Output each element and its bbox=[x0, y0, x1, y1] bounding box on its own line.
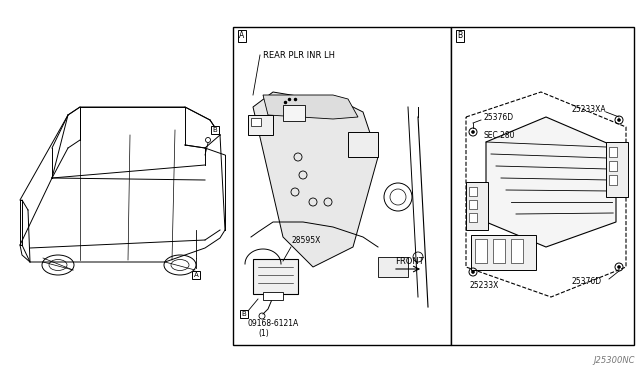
Polygon shape bbox=[253, 92, 378, 267]
Circle shape bbox=[472, 270, 474, 273]
Text: (1): (1) bbox=[258, 329, 269, 338]
Text: 25233X: 25233X bbox=[469, 280, 499, 289]
Text: J25300NC: J25300NC bbox=[593, 356, 635, 365]
Text: 25376D: 25376D bbox=[483, 112, 513, 122]
Text: FRONT: FRONT bbox=[395, 257, 424, 266]
Circle shape bbox=[618, 266, 621, 269]
Bar bbox=[233, 27, 451, 345]
Text: 09168-6121A: 09168-6121A bbox=[248, 319, 300, 328]
Text: 25233XA: 25233XA bbox=[571, 105, 605, 113]
Bar bbox=[263, 292, 283, 300]
Text: B: B bbox=[458, 32, 463, 41]
Text: 28595X: 28595X bbox=[291, 236, 321, 245]
Bar bbox=[253, 259, 298, 294]
Bar bbox=[511, 239, 523, 263]
Bar bbox=[609, 147, 617, 157]
Polygon shape bbox=[486, 117, 616, 247]
Circle shape bbox=[472, 131, 474, 134]
Polygon shape bbox=[263, 95, 358, 119]
Text: B: B bbox=[242, 311, 246, 317]
Bar bbox=[451, 27, 634, 345]
Bar bbox=[609, 175, 617, 185]
Bar bbox=[469, 187, 477, 196]
Bar bbox=[248, 115, 273, 135]
Text: B: B bbox=[212, 127, 218, 133]
Text: REAR PLR INR LH: REAR PLR INR LH bbox=[263, 51, 335, 60]
Bar bbox=[378, 257, 408, 277]
Bar bbox=[471, 235, 536, 270]
Circle shape bbox=[618, 119, 621, 122]
Text: SEC.280: SEC.280 bbox=[483, 131, 515, 140]
Bar bbox=[348, 132, 378, 157]
Bar bbox=[251, 118, 261, 126]
Bar bbox=[466, 182, 488, 230]
Bar bbox=[283, 105, 305, 121]
Text: A: A bbox=[194, 272, 198, 278]
Bar bbox=[606, 142, 628, 197]
Bar bbox=[609, 161, 617, 171]
Text: 25376D: 25376D bbox=[571, 278, 601, 286]
Text: A: A bbox=[239, 32, 244, 41]
Bar bbox=[469, 213, 477, 222]
Bar bbox=[475, 239, 487, 263]
Bar bbox=[469, 200, 477, 209]
Bar bbox=[493, 239, 505, 263]
